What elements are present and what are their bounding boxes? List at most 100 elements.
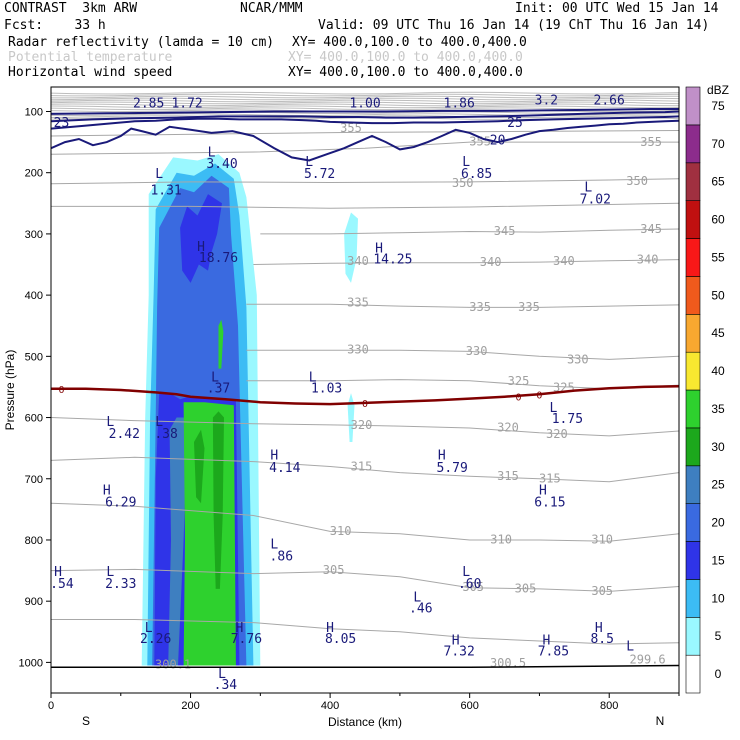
wind-extremum-label: L <box>208 146 216 161</box>
y-tick-label: 100 <box>25 106 43 118</box>
field-name-theta: Potential temperature <box>8 50 173 65</box>
theta-contour-line <box>260 228 679 235</box>
wind-extremum-label: 6.85 <box>461 167 492 182</box>
reflectivity-region-35dbz <box>194 429 205 504</box>
wind-extremum-label: L <box>106 565 114 580</box>
reflectivity-region-25dbz <box>168 417 188 666</box>
wind-extremum-label: .38 <box>154 427 177 442</box>
theta-band-line <box>51 93 679 97</box>
colorbar-swatch <box>685 313 701 353</box>
colorbar-level-label: 20 <box>711 516 725 530</box>
theta-contour-label: 330 <box>466 344 488 358</box>
theta-contour-label: 320 <box>546 427 568 441</box>
theta-contour-line <box>51 202 679 209</box>
wind-speed-contour <box>51 110 679 123</box>
wind-extremum-label: L <box>211 370 219 385</box>
theta-contour-label: 310 <box>330 524 352 538</box>
wind-extremum-label: L <box>145 621 153 636</box>
reflectivity-region-30dbz <box>218 319 224 369</box>
colorbar-level-label: 5 <box>715 629 722 643</box>
theta-contour-label: 355 <box>469 135 491 149</box>
colorbar-level-label: 50 <box>711 288 725 302</box>
x-tick-label: 400 <box>321 700 339 712</box>
y-tick-label: 1000 <box>19 657 43 669</box>
field-xy-wind: XY= 400.0,100.0 to 400.0,400.0 <box>288 65 523 80</box>
field-xy-reflectivity: XY= 400.0,100.0 to 400.0,400.0 <box>292 35 527 50</box>
theta-contour-label: 300.1 <box>155 657 191 671</box>
wind-extremum-label: 2.42 <box>109 427 140 442</box>
x-tick-label: 800 <box>600 700 618 712</box>
colorbar-swatch <box>685 124 701 164</box>
y-tick-label: 500 <box>25 351 43 363</box>
colorbar-swatch <box>685 389 701 429</box>
wind-extremum-label: H <box>270 449 278 464</box>
theta-contour-label: 310 <box>490 533 512 547</box>
theta-contour-label: 355 <box>640 135 662 149</box>
reflectivity-region-35dbz <box>212 411 224 589</box>
freezing-level-line <box>51 385 679 406</box>
wind-extremum-label: 3.2 <box>535 94 558 109</box>
theta-contour-line <box>253 259 679 265</box>
colorbar-swatch <box>685 238 701 277</box>
wind-extremum-label: L <box>462 155 470 170</box>
x-axis-right-end-label: N <box>656 714 665 728</box>
colorbar-swatch <box>685 276 701 315</box>
theta-band-line <box>51 97 679 101</box>
wind-extremum-label: 8.05 <box>325 632 356 647</box>
freezing-level-label: 0 <box>536 390 542 401</box>
colorbar-swatch <box>685 465 701 504</box>
wind-extremum-label: 7.85 <box>538 645 569 660</box>
y-tick-label: 900 <box>25 596 43 608</box>
colorbar-level-label: 40 <box>711 364 725 378</box>
theta-contour-label: 355 <box>340 121 362 135</box>
theta-contour-label: 315 <box>351 460 373 474</box>
wind-extremum-label: 8.5 <box>590 632 613 647</box>
field-name-wind: Horizontal wind speed <box>8 65 173 80</box>
colorbar-unit-label: dBZ <box>707 83 729 97</box>
wind-extremum-label: 5.54 <box>42 577 73 592</box>
wind-extremum-label: 2.26 <box>140 632 171 647</box>
y-tick-label: 600 <box>25 413 43 425</box>
wind-extremum-label: H <box>452 634 460 649</box>
theta-contour-label: 330 <box>567 353 589 367</box>
theta-contour-label: 335 <box>347 296 369 310</box>
wind-extremum-label: L <box>584 181 592 196</box>
x-tick-label: 0 <box>48 700 54 712</box>
theta-contour-label: 340 <box>480 255 502 269</box>
surface-line <box>51 664 679 669</box>
theta-contour-label: 305 <box>515 581 537 595</box>
wind-extremum-label: 1.86 <box>444 97 475 112</box>
y-tick-label: 400 <box>25 290 43 302</box>
wind-extremum-label: H <box>326 621 334 636</box>
center-label: NCAR/MMM <box>240 1 303 16</box>
colorbar-swatch <box>685 427 701 467</box>
colorbar-swatch <box>685 351 701 391</box>
wind-extremum-label: H <box>54 565 62 580</box>
colorbar-swatch <box>685 162 701 202</box>
reflectivity-region-20dbz <box>180 194 222 283</box>
x-tick-label: 200 <box>181 700 199 712</box>
theta-contour-label: 340 <box>553 254 575 268</box>
wind-extremum-label: H <box>539 484 547 499</box>
theta-contour-label: 299.6 <box>630 652 666 666</box>
colorbar-swatch <box>685 503 701 542</box>
colorbar: 0 5 10 15 20 25 30 35 40 45 50 55 60 65 70 75 <box>685 86 725 694</box>
wind-extremum-label: .46 <box>409 602 432 617</box>
field-xy-theta: XY= 400.0,100.0 to 400.0,400.0 <box>288 50 523 65</box>
theta-contour-label: 315 <box>539 471 561 485</box>
plot-frame <box>50 86 680 694</box>
colorbar-level-label: 35 <box>711 402 725 416</box>
freezing-level-label: 0 <box>515 393 521 404</box>
wind-extremum-label: 1.75 <box>552 412 583 427</box>
reflectivity-region-5dbz <box>347 393 355 442</box>
wind-extremum-label: 7.02 <box>580 193 611 208</box>
theta-band-line <box>51 107 679 111</box>
wind-extremum-label: 25 <box>507 116 523 131</box>
wind-extremum-label: .34 <box>214 678 238 693</box>
reflectivity-region-30dbz <box>183 402 236 666</box>
theta-band-line <box>51 91 679 95</box>
wind-extremum-label: 18.76 <box>199 251 238 266</box>
theta-contour-label: 305 <box>462 580 484 594</box>
colorbar-level-label: 0 <box>715 667 722 681</box>
wind-extremum-label: .37 <box>207 381 230 396</box>
